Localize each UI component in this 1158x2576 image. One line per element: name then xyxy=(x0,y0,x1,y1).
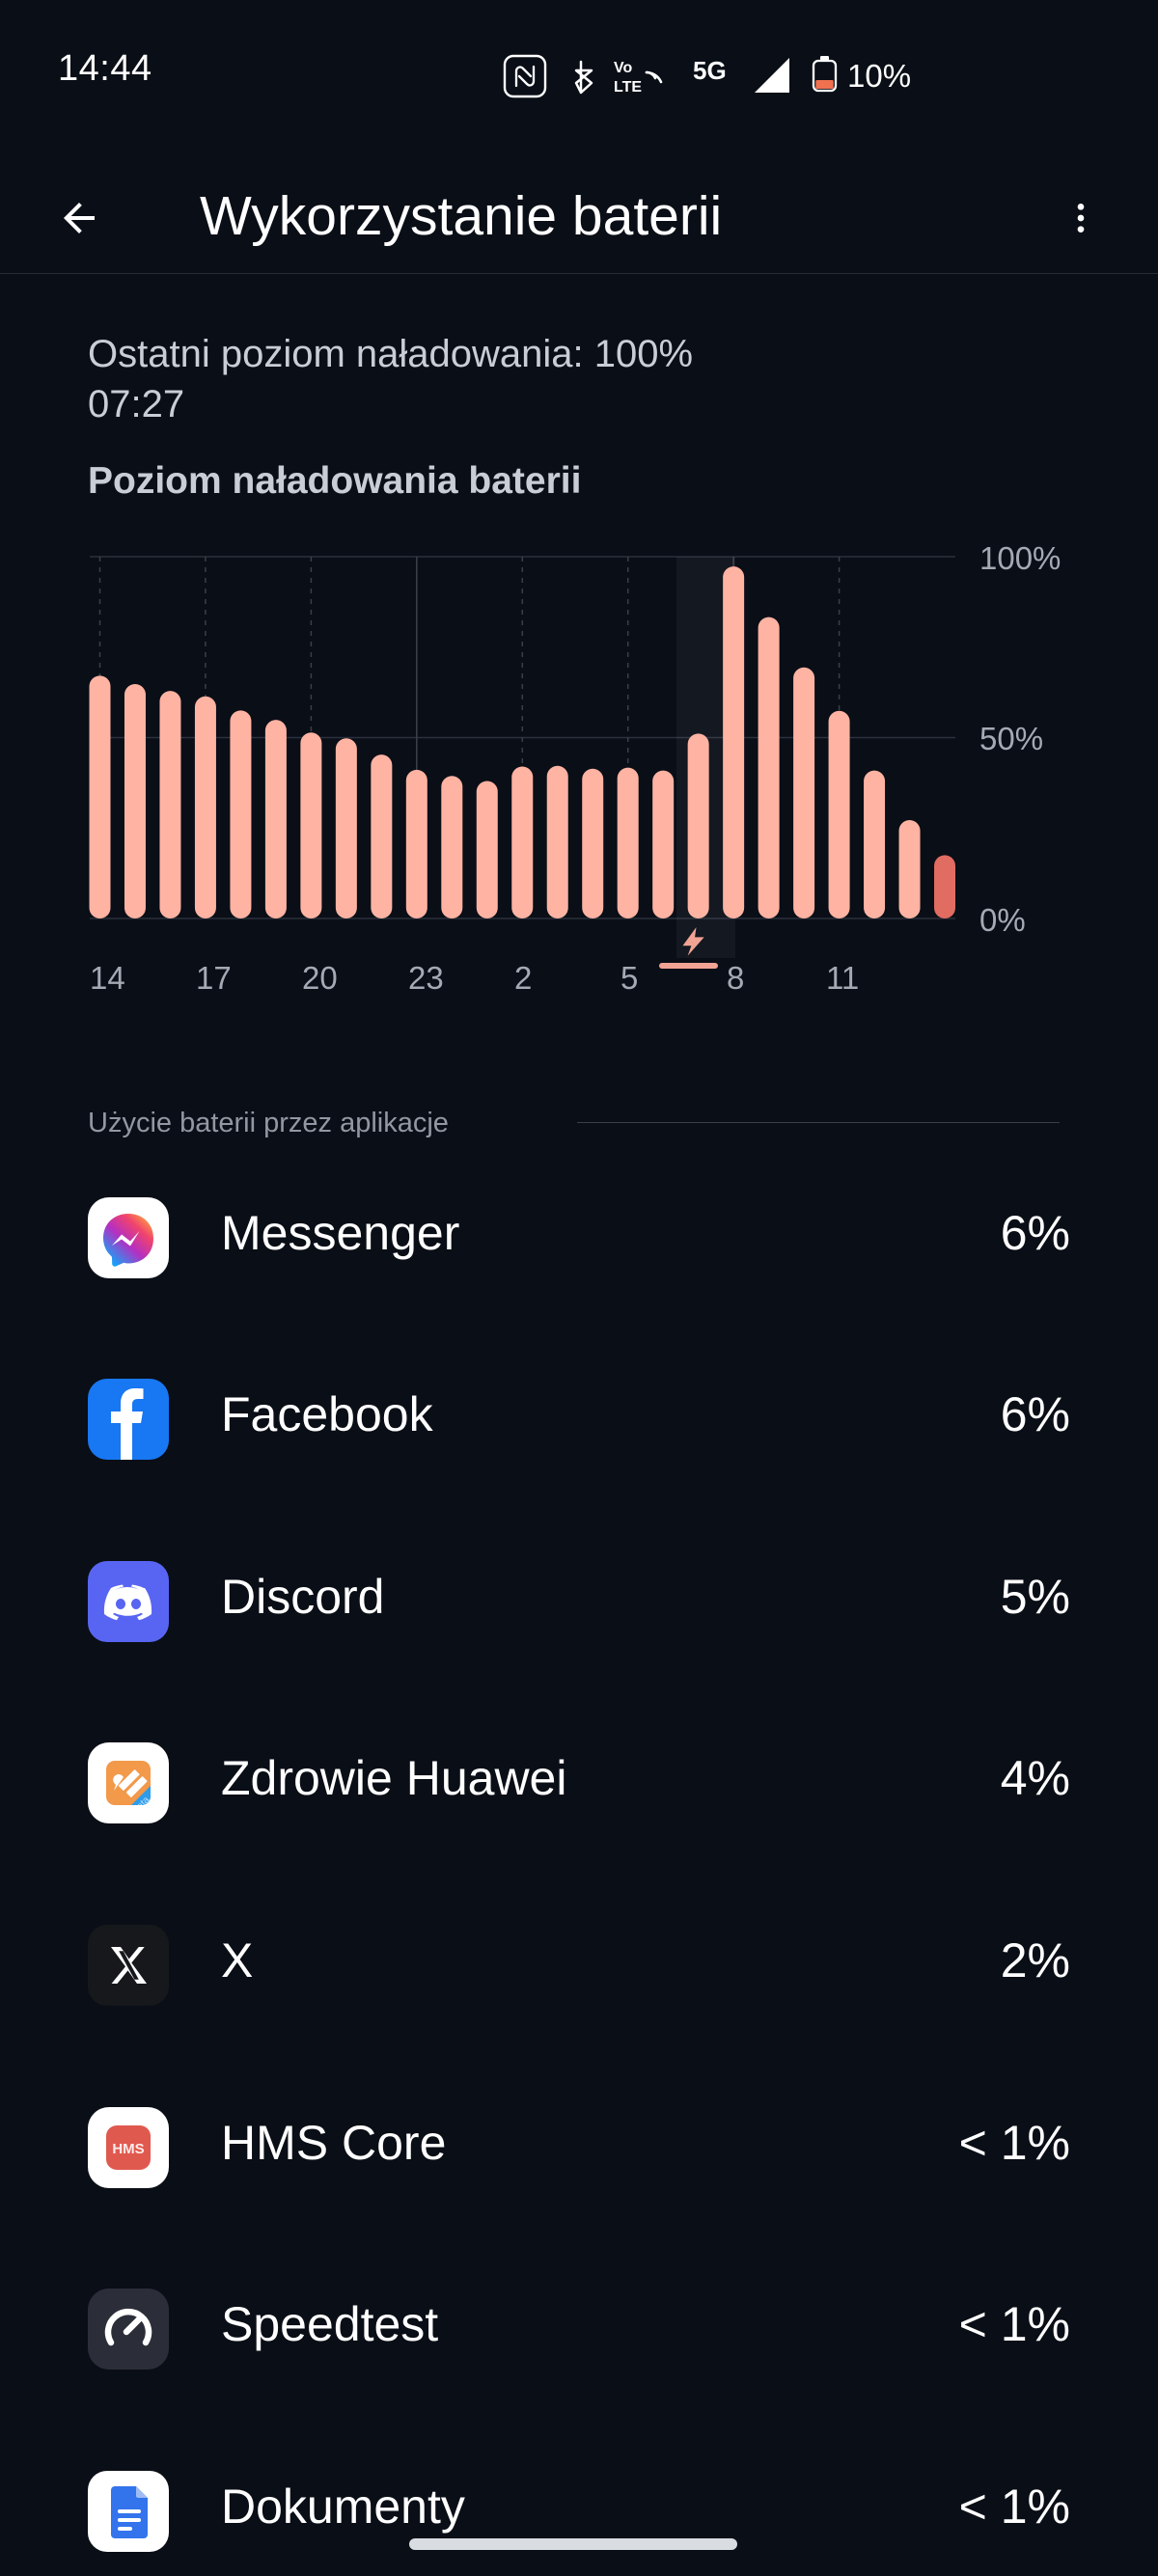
svg-text:0%: 0% xyxy=(979,902,1026,938)
svg-text:14: 14 xyxy=(90,960,125,996)
svg-text:50%: 50% xyxy=(979,721,1043,756)
svg-text:11: 11 xyxy=(826,960,859,996)
svg-text:100%: 100% xyxy=(979,540,1061,576)
svg-text:5: 5 xyxy=(620,960,638,996)
svg-text:20: 20 xyxy=(302,960,338,996)
svg-text:17: 17 xyxy=(196,960,232,996)
svg-text:8: 8 xyxy=(727,960,744,996)
svg-text:HMS: HMS xyxy=(112,2141,144,2157)
svg-text:2: 2 xyxy=(514,960,532,996)
svg-text:23: 23 xyxy=(408,960,444,996)
